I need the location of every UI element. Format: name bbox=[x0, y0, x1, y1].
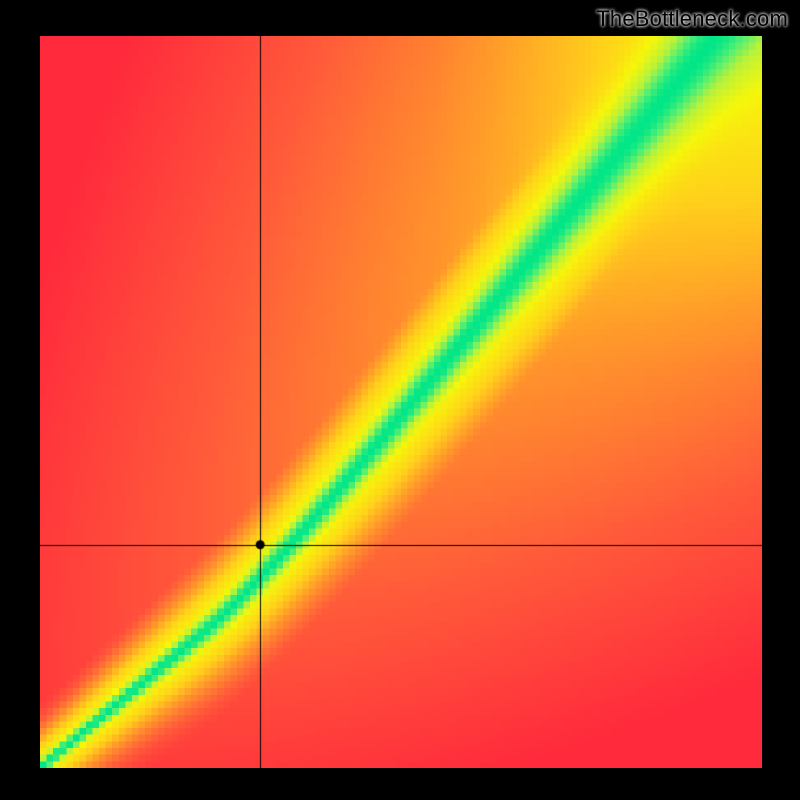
figure-container: TheBottleneck.com bbox=[0, 0, 800, 800]
crosshair-overlay bbox=[40, 36, 762, 768]
watermark-text: TheBottleneck.com bbox=[596, 6, 788, 32]
